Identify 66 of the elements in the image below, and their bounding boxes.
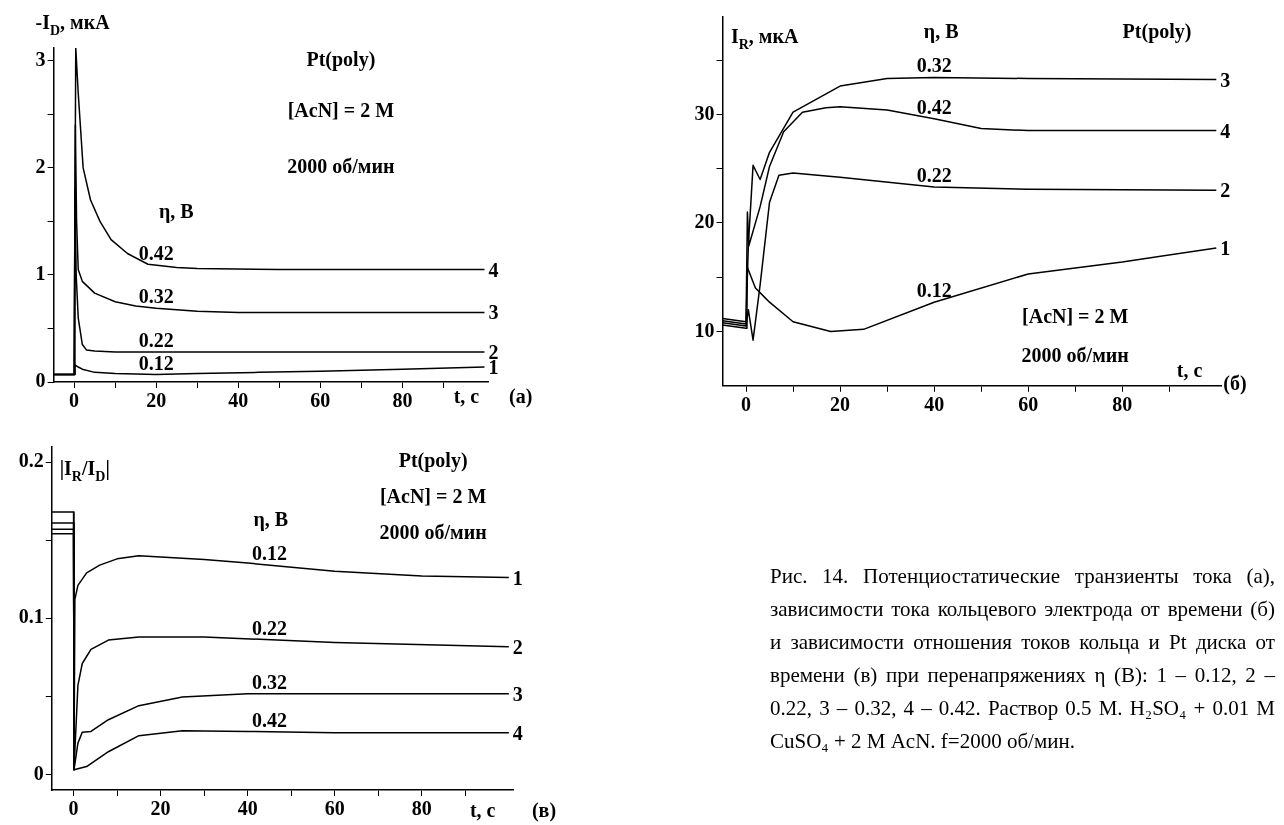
legend-title: η, В bbox=[158, 200, 194, 224]
x-tick-label: 60 bbox=[1018, 392, 1039, 415]
annotation: 2 bbox=[1220, 179, 1231, 202]
text: Рис. 14. Потенциостатические транзиенты тока (а), зависимости тока кольцевого электрода от времени (б) и зависимости отношения токов кольца и Pt диска от времени (в) при перенапряжениях η (В): 1 – 0.12, 2 – 0.22, 3 – 0.32, 4 – 0.42. Раствор 0.5 М. H₂SO₄ + 0.01 М CuSO₄ + 2 М AcN. f=2000 об/мин. bbox=[770, 563, 1275, 755]
annotation: [AcN] = 2 M bbox=[1022, 305, 1129, 328]
legend-title: η, В bbox=[923, 20, 959, 44]
x-axis-title: t, с bbox=[469, 798, 496, 821]
series-label: 0.12 bbox=[251, 542, 287, 565]
annotation: Pt(poly) bbox=[306, 48, 376, 72]
annotation: 2000 об/мин bbox=[287, 155, 395, 178]
y-tick-label: 10 bbox=[694, 318, 715, 341]
x-tick-label: 60 bbox=[310, 389, 331, 412]
y-tick-label: 0.1 bbox=[18, 605, 44, 628]
annotation: 4 bbox=[488, 258, 499, 281]
x-tick-label: 40 bbox=[228, 389, 249, 412]
y-tick-label: 0 bbox=[35, 369, 46, 392]
x-tick-label: 20 bbox=[150, 797, 171, 820]
x-tick-label: 20 bbox=[830, 392, 851, 415]
series-label: 0.12 bbox=[916, 279, 952, 302]
annotation: 2000 об/мин bbox=[1021, 343, 1129, 366]
text: 1 bbox=[512, 566, 523, 589]
y-tick-label: 3 bbox=[35, 48, 46, 71]
text: 2 bbox=[512, 635, 523, 658]
text: (а) bbox=[509, 385, 533, 409]
series-label: 0.22 bbox=[251, 616, 287, 639]
x-tick-label: 20 bbox=[146, 389, 167, 412]
series-label: 0.42 bbox=[138, 242, 174, 265]
y-tick-label: 0 bbox=[33, 761, 44, 784]
annotation: [AcN] = 2 M bbox=[379, 484, 487, 507]
series-label: 0.42 bbox=[916, 95, 952, 118]
series-label: 0.32 bbox=[916, 54, 952, 77]
series-label: 0.32 bbox=[251, 670, 287, 693]
annotation: 4 bbox=[1220, 119, 1231, 142]
series-label: 0.12 bbox=[138, 351, 174, 374]
annotation: 3 bbox=[1220, 68, 1231, 91]
y-tick-label: 0.2 bbox=[18, 449, 44, 472]
annotation: 2000 об/мин bbox=[379, 520, 487, 543]
series-label: 0.42 bbox=[251, 708, 287, 731]
series-label: 0.32 bbox=[138, 285, 174, 308]
annotation: 1 bbox=[1220, 236, 1231, 259]
annotation: Pt(poly) bbox=[398, 448, 468, 472]
y-tick-label: 2 bbox=[35, 155, 46, 178]
x-tick-label: 80 bbox=[1112, 392, 1133, 415]
y-tick-label: 20 bbox=[694, 210, 715, 233]
annotation: [AcN] = 2 M bbox=[287, 98, 395, 121]
y-tick-label: 30 bbox=[694, 101, 715, 124]
x-tick-label: 0 bbox=[741, 392, 752, 415]
x-tick-label: 80 bbox=[411, 797, 432, 820]
text: (в) bbox=[531, 798, 557, 822]
x-tick-label: 40 bbox=[237, 797, 258, 820]
annotation: Pt(poly) bbox=[1122, 20, 1192, 44]
x-tick-label: 0 bbox=[68, 797, 79, 820]
x-tick-label: 0 bbox=[69, 389, 80, 412]
text: (б) bbox=[1223, 372, 1247, 396]
x-tick-label: 40 bbox=[924, 392, 945, 415]
y-tick-label: 1 bbox=[35, 262, 46, 285]
series-label: 0.22 bbox=[138, 329, 174, 352]
x-axis-title: t, с bbox=[453, 385, 480, 408]
text: 4 bbox=[512, 721, 523, 744]
series-label: 0.22 bbox=[916, 164, 952, 187]
annotation: 3 bbox=[488, 301, 499, 324]
x-tick-label: 60 bbox=[324, 797, 345, 820]
text: 3 bbox=[512, 682, 523, 705]
x-axis-title: t, с bbox=[1176, 358, 1203, 381]
x-tick-label: 80 bbox=[392, 389, 413, 412]
legend-title: η, В bbox=[253, 508, 289, 532]
